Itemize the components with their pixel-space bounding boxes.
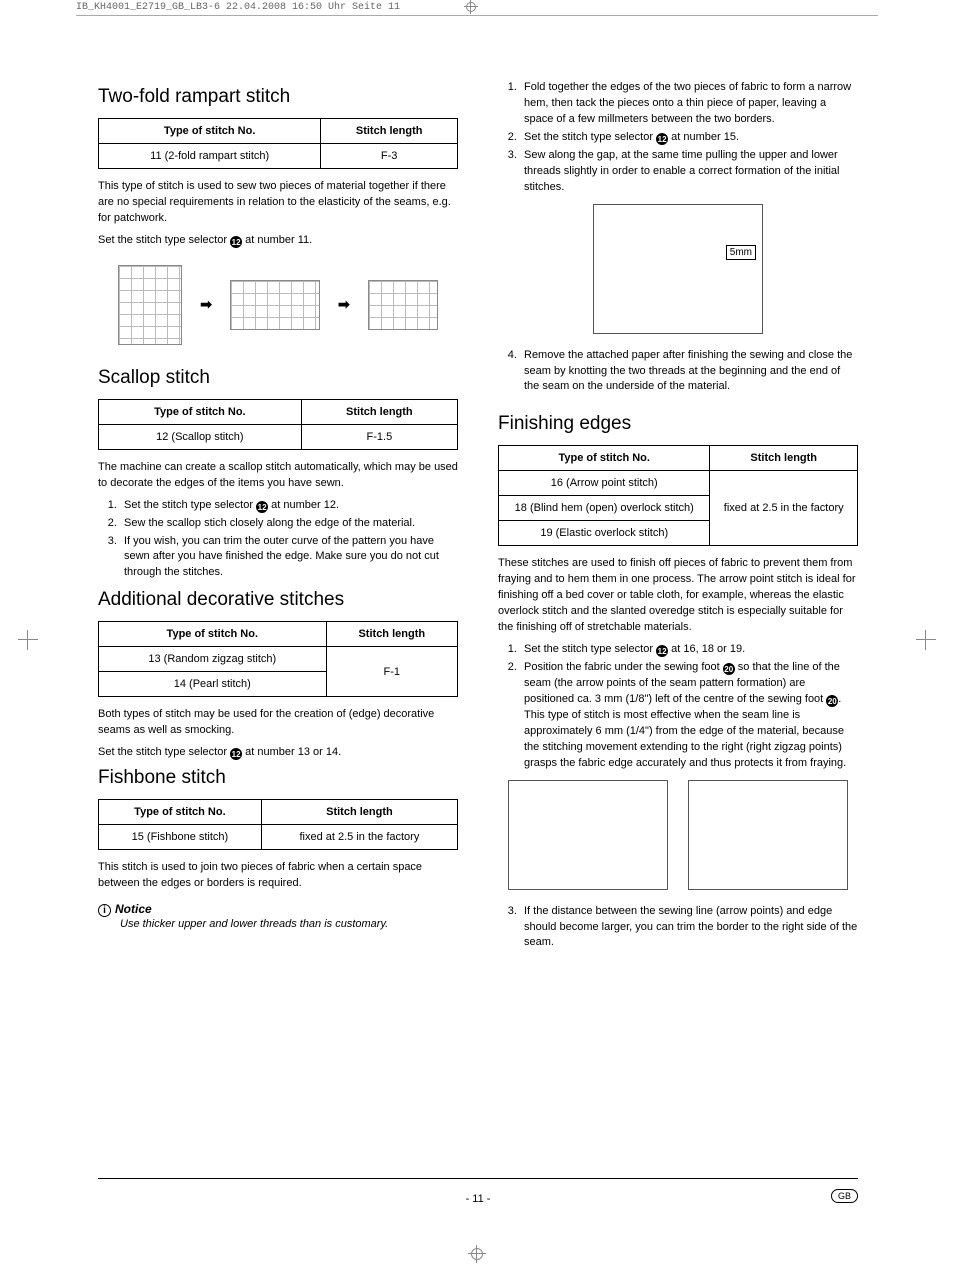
table-header: Stitch length — [321, 119, 458, 144]
list-item: Set the stitch type selector 12 at 16, 1… — [520, 642, 858, 658]
list-item: Set the stitch type selector 12 at numbe… — [520, 130, 858, 146]
table-decorative: Type of stitch No. Stitch length 13 (Ran… — [98, 621, 458, 697]
figure-twofold — [98, 257, 458, 353]
table-row: 11 (2-fold rampart stitch) F-3 — [99, 144, 458, 169]
table-row: 13 (Random zigzag stitch) F-1 — [99, 647, 458, 672]
table-header: Stitch length — [326, 622, 457, 647]
crop-header: IB_KH4001_E2719_GB_LB3-6 22.04.2008 16:5… — [76, 2, 878, 16]
registration-mark-icon — [916, 630, 936, 650]
table-cell: 12 (Scallop stitch) — [99, 424, 302, 449]
table-cell: F-1.5 — [301, 424, 457, 449]
table-header: Type of stitch No. — [99, 800, 262, 825]
selector-ref-icon: 12 — [230, 748, 242, 760]
table-cell: fixed at 2.5 in the factory — [710, 471, 858, 546]
info-icon: i — [98, 904, 111, 917]
registration-mark-icon — [468, 1245, 486, 1263]
section-title-finishing: Finishing edges — [498, 413, 858, 435]
page-footer: - 11 - GB — [98, 1178, 858, 1205]
figure-finishing — [498, 780, 858, 890]
table-finishing: Type of stitch No. Stitch length 16 (Arr… — [498, 445, 858, 546]
steps-finishing: Set the stitch type selector 12 at 16, 1… — [498, 642, 858, 772]
right-column: Fold together the edges of the two piece… — [498, 80, 858, 959]
table-cell: 16 (Arrow point stitch) — [499, 471, 710, 496]
registration-mark-icon — [464, 0, 478, 14]
crop-header-text: IB_KH4001_E2719_GB_LB3-6 22.04.2008 16:5… — [76, 2, 400, 13]
table-header: Stitch length — [301, 399, 457, 424]
notice-heading: iNotice — [98, 902, 458, 917]
paragraph: This type of stitch is used to sew two p… — [98, 179, 458, 227]
page-content: Two-fold rampart stitch Type of stitch N… — [98, 80, 858, 959]
notice-body: Use thicker upper and lower threads than… — [120, 917, 458, 932]
list-item: Sew the scallop stich closely along the … — [120, 516, 458, 532]
table-scallop: Type of stitch No. Stitch length 12 (Sca… — [98, 399, 458, 450]
paragraph: Set the stitch type selector 12 at numbe… — [98, 233, 458, 249]
list-item: Sew along the gap, at the same time pull… — [520, 148, 858, 196]
section-title-fishbone: Fishbone stitch — [98, 767, 458, 789]
section-title-twofold: Two-fold rampart stitch — [98, 86, 458, 108]
list-item: Position the fabric under the sewing foo… — [520, 660, 858, 772]
table-cell: 15 (Fishbone stitch) — [99, 825, 262, 850]
table-cell: 18 (Blind hem (open) overlock stitch) — [499, 496, 710, 521]
paragraph: These stitches are used to finish off pi… — [498, 556, 858, 636]
section-title-scallop: Scallop stitch — [98, 367, 458, 389]
list-item: Remove the attached paper after finishin… — [520, 348, 858, 396]
selector-ref-icon: 12 — [656, 133, 668, 145]
foot-ref-icon: 20 — [723, 663, 735, 675]
table-cell: 13 (Random zigzag stitch) — [99, 647, 327, 672]
page-number: - 11 - — [466, 1193, 491, 1205]
table-cell: 14 (Pearl stitch) — [99, 672, 327, 697]
selector-ref-icon: 12 — [230, 236, 242, 248]
list-item: If the distance between the sewing line … — [520, 904, 858, 952]
table-fishbone: Type of stitch No. Stitch length 15 (Fis… — [98, 799, 458, 850]
sewing-foot-diagram-icon — [508, 780, 668, 890]
registration-mark-icon — [18, 630, 38, 650]
paragraph: This stitch is used to join two pieces o… — [98, 860, 458, 892]
arrow-icon — [338, 296, 350, 313]
selector-ref-icon: 12 — [656, 645, 668, 657]
table-header: Type of stitch No. — [99, 119, 321, 144]
table-cell: F-3 — [321, 144, 458, 169]
paragraph: Set the stitch type selector 12 at numbe… — [98, 745, 458, 761]
table-row: 15 (Fishbone stitch) fixed at 2.5 in the… — [99, 825, 458, 850]
table-twofold: Type of stitch No. Stitch length 11 (2-f… — [98, 118, 458, 169]
paragraph: Both types of stitch may be used for the… — [98, 707, 458, 739]
section-title-decorative: Additional decorative stitches — [98, 589, 458, 611]
table-header: Type of stitch No. — [499, 446, 710, 471]
table-cell: fixed at 2.5 in the factory — [261, 825, 457, 850]
table-cell: 19 (Elastic overlock stitch) — [499, 521, 710, 546]
figure-fishbone — [498, 204, 858, 334]
language-badge: GB — [831, 1189, 858, 1203]
list-item: Fold together the edges of the two piece… — [520, 80, 858, 128]
steps-finishing-cont: If the distance between the sewing line … — [498, 904, 858, 952]
table-row: 12 (Scallop stitch) F-1.5 — [99, 424, 458, 449]
sewing-foot-diagram-icon — [688, 780, 848, 890]
machine-diagram-icon — [593, 204, 763, 334]
table-cell: F-1 — [326, 647, 457, 697]
selector-ref-icon: 12 — [256, 501, 268, 513]
left-column: Two-fold rampart stitch Type of stitch N… — [98, 80, 458, 959]
steps-scallop: Set the stitch type selector 12 at numbe… — [98, 498, 458, 582]
table-header: Stitch length — [261, 800, 457, 825]
table-cell: 11 (2-fold rampart stitch) — [99, 144, 321, 169]
list-item: If you wish, you can trim the outer curv… — [120, 534, 458, 582]
arrow-icon — [200, 296, 212, 313]
table-header: Stitch length — [710, 446, 858, 471]
steps-fishbone-cont: Remove the attached paper after finishin… — [498, 348, 858, 396]
table-header: Type of stitch No. — [99, 622, 327, 647]
foot-ref-icon: 20 — [826, 695, 838, 707]
list-item: Set the stitch type selector 12 at numbe… — [120, 498, 458, 514]
steps-fishbone: Fold together the edges of the two piece… — [498, 80, 858, 196]
table-header: Type of stitch No. — [99, 399, 302, 424]
table-row: 16 (Arrow point stitch) fixed at 2.5 in … — [499, 471, 858, 496]
paragraph: The machine can create a scallop stitch … — [98, 460, 458, 492]
